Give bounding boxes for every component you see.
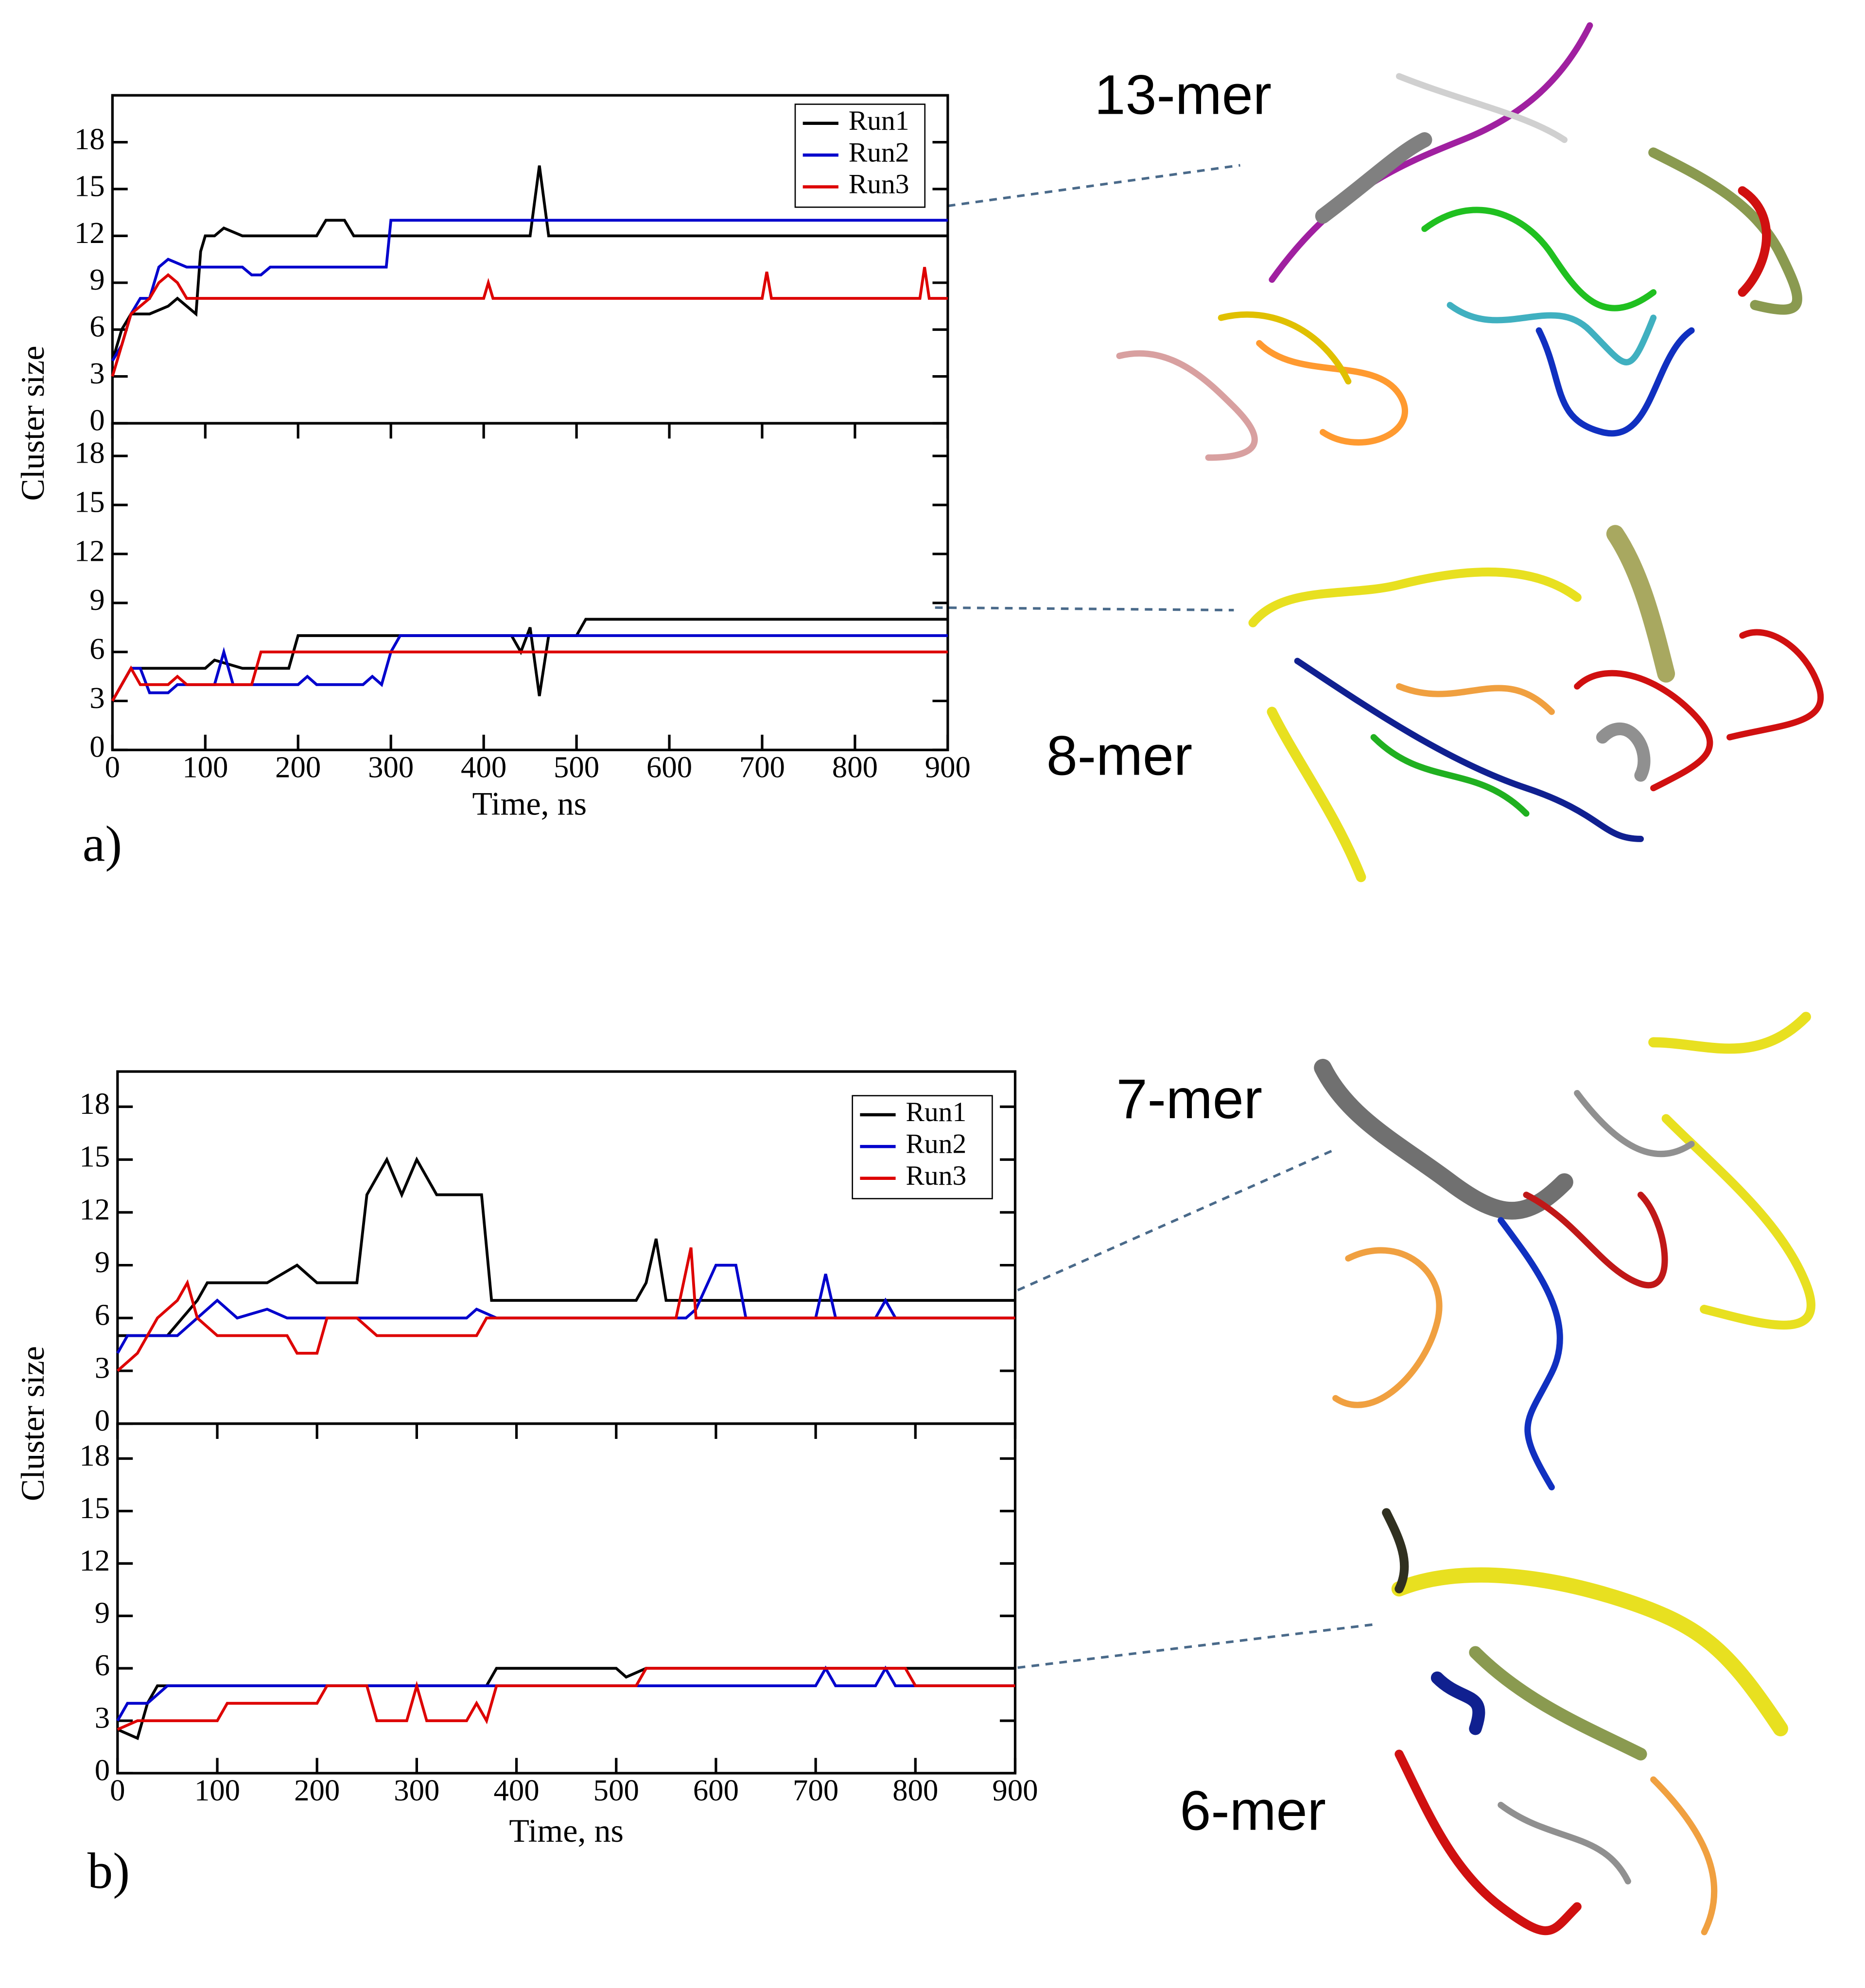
molecule-7mer — [1314, 1012, 1816, 1490]
x-tick-label: 0 — [110, 1773, 125, 1807]
x-tick-label: 200 — [294, 1773, 340, 1807]
y-tick-label: 18 — [74, 122, 105, 156]
molecule-6mer — [1382, 1508, 1788, 1936]
data-line — [111, 267, 948, 377]
x-tick-label: 700 — [793, 1773, 838, 1807]
y-tick-label: 6 — [89, 310, 105, 344]
molecule-13mer — [1116, 22, 1802, 461]
y-tick-label: 15 — [79, 1140, 110, 1174]
oligomer-label: 7-mer — [1116, 1068, 1263, 1130]
x-tick-label: 800 — [892, 1773, 938, 1807]
x-tick-label: 200 — [275, 750, 321, 784]
legend-label: Run2 — [906, 1129, 967, 1159]
connector — [1017, 1149, 1334, 1292]
x-tick-label: 500 — [554, 750, 599, 784]
data-line — [111, 165, 948, 362]
y-tick-label: 12 — [74, 216, 105, 250]
data-line — [111, 650, 948, 702]
panel-label: a) — [83, 815, 122, 872]
y-tick-label: 12 — [74, 534, 105, 568]
y-tick-label: 15 — [74, 485, 105, 519]
y-tick-label: 6 — [95, 1298, 110, 1332]
x-tick-label: 900 — [992, 1773, 1038, 1807]
y-tick-label: 0 — [95, 1753, 110, 1787]
y-tick-label: 18 — [79, 1438, 110, 1472]
x-tick-label: 400 — [461, 750, 506, 784]
x-tick-label: 100 — [194, 1773, 240, 1807]
data-line — [116, 1247, 1015, 1372]
y-tick-label: 15 — [74, 169, 105, 203]
y-axis-label: Cluster size — [14, 346, 51, 501]
y-tick-label: 12 — [79, 1543, 110, 1577]
x-tick-label: 600 — [693, 1773, 739, 1807]
chart: 0 3 6 9 12 15 18 0 100 200 300 400 500 600 700 800 900 Ti… — [74, 422, 1193, 872]
oligomer-label: 8-mer — [1046, 725, 1193, 787]
y-tick-label: 9 — [89, 262, 105, 296]
x-axis-label: Time, ns — [509, 1812, 624, 1849]
x-tick-label: 700 — [739, 750, 785, 784]
plot-frame — [111, 422, 949, 751]
x-tick-label: 600 — [646, 750, 692, 784]
legend-label: Run3 — [849, 169, 909, 200]
y-tick-label: 3 — [89, 356, 105, 390]
panel-label: b) — [87, 1843, 130, 1899]
x-tick-label: 800 — [832, 750, 878, 784]
y-axis-label: Cluster size — [14, 1346, 51, 1501]
x-tick-label: 900 — [925, 750, 971, 784]
molecule-8mer — [1248, 525, 1824, 882]
data-line — [111, 219, 948, 362]
y-tick-label: 9 — [89, 583, 105, 617]
x-tick-label: 100 — [182, 750, 228, 784]
x-axis-label: Time, ns — [472, 785, 587, 822]
legend-label: Run1 — [849, 105, 909, 136]
x-tick-label: 0 — [105, 750, 120, 784]
y-tick-label: 9 — [95, 1245, 110, 1279]
y-tick-label: 6 — [95, 1648, 110, 1682]
connectors — [935, 164, 1374, 1669]
y-tick-label: 12 — [79, 1192, 110, 1226]
y-tick-label: 3 — [95, 1700, 110, 1734]
y-tick-label: 0 — [89, 730, 105, 764]
chart: 0 3 6 9 12 15 18 0 100 200 300 400 500 600 700 800 900 Ti… — [79, 1422, 1326, 1899]
data-line — [117, 1667, 1015, 1731]
y-tick-label: 18 — [79, 1087, 110, 1121]
y-tick-label: 9 — [95, 1596, 110, 1630]
x-tick-label: 400 — [493, 1773, 539, 1807]
oligomer-label: 13-mer — [1095, 64, 1272, 126]
y-tick-label: 0 — [95, 1403, 110, 1437]
connector — [947, 164, 1240, 207]
y-tick-label: 15 — [79, 1491, 110, 1525]
plot-frame — [116, 1422, 1017, 1775]
data-line — [117, 1156, 1015, 1337]
x-tick-label: 300 — [394, 1773, 439, 1807]
legend-label: Run3 — [906, 1160, 967, 1191]
y-tick-label: 18 — [74, 436, 105, 470]
y-tick-label: 3 — [95, 1350, 110, 1384]
y-tick-label: 3 — [89, 681, 105, 715]
x-tick-label: 300 — [368, 750, 414, 784]
connector — [1017, 1623, 1374, 1669]
legend-label: Run1 — [906, 1097, 967, 1127]
x-tick-label: 500 — [593, 1773, 639, 1807]
y-tick-label: 0 — [89, 403, 105, 437]
oligomer-label: 6-mer — [1180, 1780, 1326, 1842]
y-tick-label: 6 — [89, 632, 105, 666]
legend-label: Run2 — [849, 137, 909, 168]
